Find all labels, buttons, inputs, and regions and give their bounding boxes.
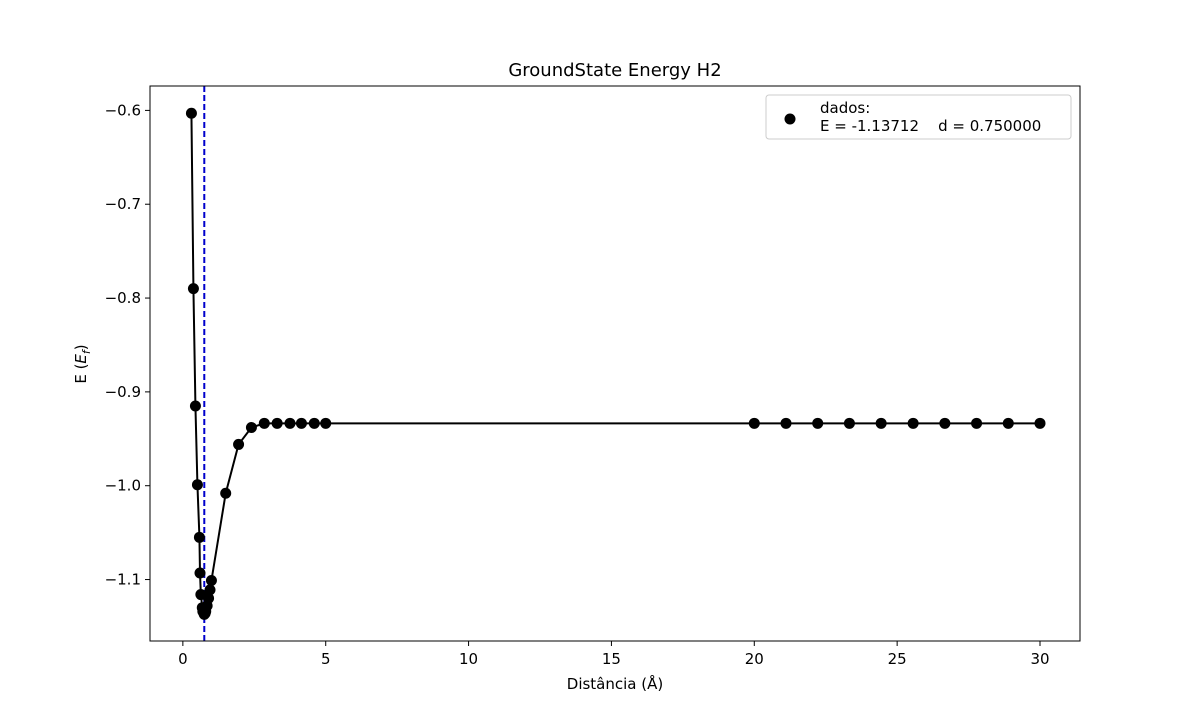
data-point [1034,417,1046,429]
data-point [205,574,217,586]
data-point [780,417,792,429]
data-point [185,107,197,119]
y-label-subscript: f [80,348,93,354]
y-tick-label: −0.7 [105,195,141,213]
axes-frame [149,85,1081,642]
data-point [939,417,951,429]
y-tick-label: −0.9 [105,383,141,401]
data-point [907,417,919,429]
x-tick-label: 20 [745,650,764,668]
data-point [308,417,320,429]
marks-layer [185,86,1046,641]
x-tick-label: 5 [321,650,331,668]
legend-marker [784,113,796,125]
y-label-prefix: E ( [72,364,90,384]
data-point [189,400,201,412]
data-point [258,417,270,429]
y-tick-label: −0.8 [105,289,141,307]
legend-entry-detail: E = -1.13712 d = 0.750000 [820,117,1041,135]
data-point [245,422,257,434]
y-tick-label: −0.6 [105,101,141,119]
data-point [203,592,215,604]
chart-title: GroundState Energy H2 [508,60,721,81]
data-point [191,479,203,491]
y-label-suffix: ) [72,344,90,350]
data-point [320,417,332,429]
data-point [875,417,887,429]
data-point [812,417,824,429]
y-tick-label: −1.0 [105,477,141,495]
data-point [748,417,760,429]
data-point [295,417,307,429]
data-point [194,567,206,579]
x-tick-label: 15 [602,650,621,668]
legend-entry-name: dados: [820,99,870,117]
ticks-layer: 0 5 10 15 20 25 30 −0.6 −0.7 −0.8 −0.9 −1.0 −1.1 [105,101,1050,668]
x-tick-label: 30 [1030,650,1049,668]
data-point [843,417,855,429]
data-point [233,438,245,450]
legend-box [765,94,1072,140]
x-tick-label: 10 [459,650,478,668]
data-point [1002,417,1014,429]
data-point [220,487,232,499]
x-axis-label: Distância (Å) [567,674,663,693]
y-label-symbol: E [72,354,90,364]
x-tick-label: 25 [888,650,907,668]
data-point [971,417,983,429]
y-axis-label: E (Ef) [72,344,93,383]
series-line [190,113,1040,616]
data-point [204,584,216,596]
x-tick-label: 0 [178,650,188,668]
y-tick-label: −1.1 [105,571,141,589]
data-point [193,531,205,543]
data-point [187,283,199,295]
legend: dados: E = -1.13712 d = 0.750000 [765,94,1072,140]
data-point [271,417,283,429]
data-point [284,417,296,429]
